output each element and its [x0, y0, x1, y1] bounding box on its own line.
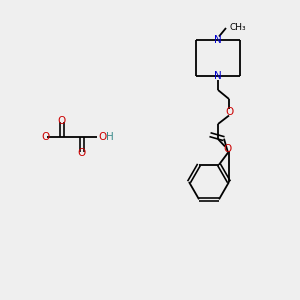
Text: N: N	[214, 35, 222, 45]
Text: CH₃: CH₃	[229, 22, 246, 32]
Text: O: O	[225, 107, 233, 117]
Text: O: O	[78, 148, 86, 158]
Text: N: N	[214, 71, 222, 81]
Text: O: O	[223, 144, 231, 154]
Text: O: O	[98, 132, 106, 142]
Text: H: H	[106, 132, 114, 142]
Text: O: O	[58, 116, 66, 126]
Text: O: O	[42, 132, 50, 142]
